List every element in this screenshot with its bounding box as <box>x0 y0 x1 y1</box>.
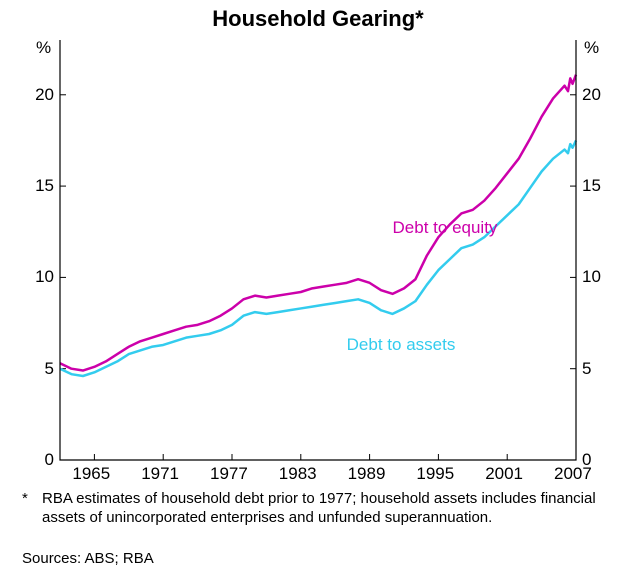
y-tick-label: 5 <box>582 359 591 379</box>
x-tick-label: 2007 <box>554 464 592 484</box>
plot-area <box>0 0 636 573</box>
y-tick-label: 10 <box>582 267 601 287</box>
sources-text: ABS; RBA <box>85 550 154 567</box>
series-line <box>60 140 576 376</box>
y-tick-label: 15 <box>582 176 601 196</box>
y-tick-label: 15 <box>35 176 54 196</box>
x-tick-label: 1965 <box>72 464 110 484</box>
series-label: Debt to equity <box>393 218 498 238</box>
y-unit-left: % <box>36 38 51 58</box>
y-tick-label: 0 <box>45 450 54 470</box>
sources-label: Sources: <box>22 550 81 567</box>
x-tick-label: 1983 <box>279 464 317 484</box>
chart-container: Household Gearing* % % 05101520 05101520… <box>0 0 636 573</box>
y-tick-label: 20 <box>35 85 54 105</box>
footnote: *RBA estimates of household debt prior t… <box>22 490 612 528</box>
x-tick-label: 1971 <box>141 464 179 484</box>
x-tick-label: 2001 <box>485 464 523 484</box>
footnote-marker: * <box>22 490 42 509</box>
y-tick-label: 20 <box>582 85 601 105</box>
y-unit-right: % <box>584 38 599 58</box>
sources: Sources: ABS; RBA <box>22 550 154 567</box>
x-tick-label: 1977 <box>210 464 248 484</box>
y-tick-label: 10 <box>35 267 54 287</box>
x-tick-label: 1989 <box>348 464 386 484</box>
series-label: Debt to assets <box>347 335 456 355</box>
footnote-text: RBA estimates of household debt prior to… <box>42 490 602 528</box>
x-tick-label: 1995 <box>416 464 454 484</box>
y-tick-label: 5 <box>45 359 54 379</box>
